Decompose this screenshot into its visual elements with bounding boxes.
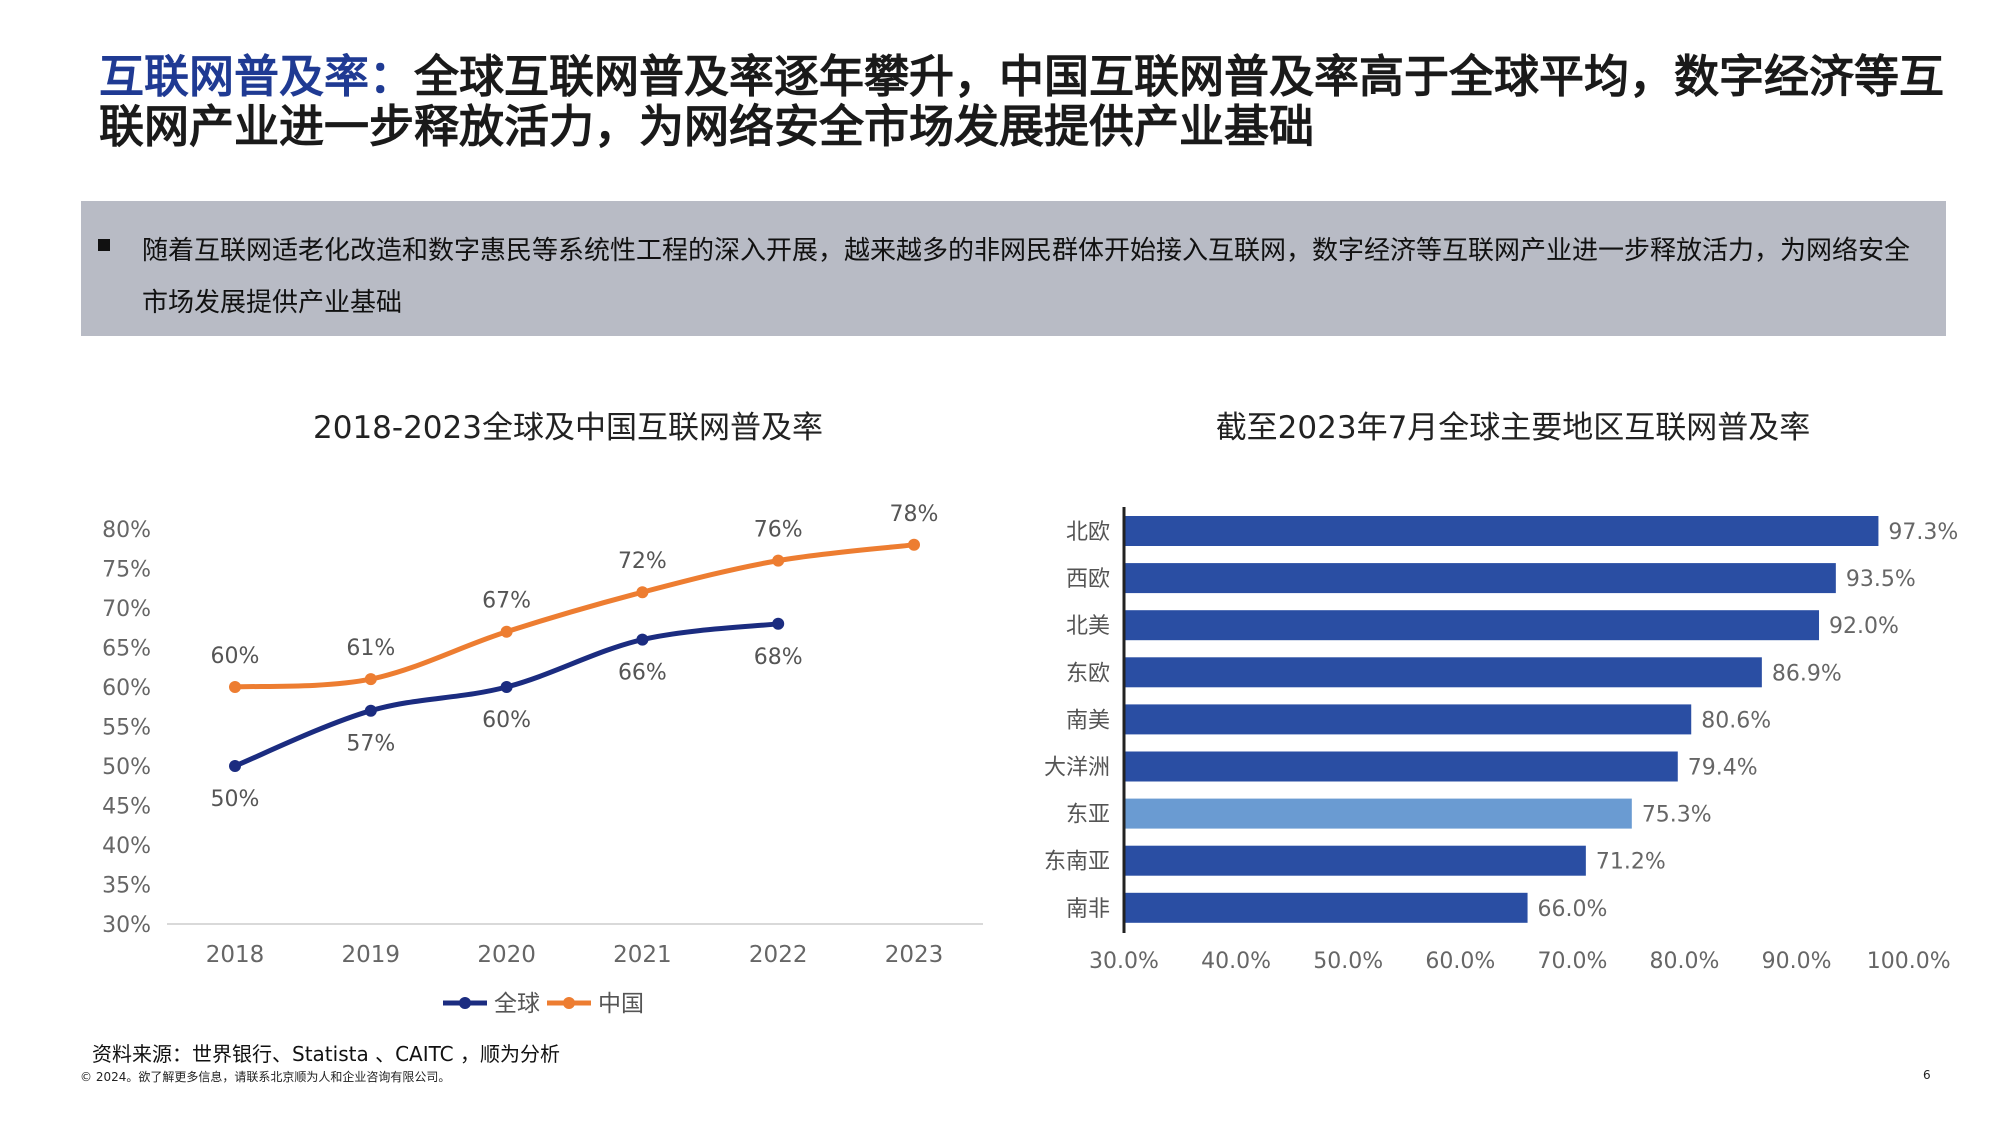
series-line-中国 bbox=[232, 542, 917, 690]
bar-value-label: 79.4% bbox=[1688, 756, 1758, 781]
x-tick-label: 2020 bbox=[477, 942, 536, 968]
category-label: 南非 bbox=[1066, 897, 1110, 922]
bar-北美 bbox=[1124, 610, 1820, 641]
y-tick-label: 55% bbox=[102, 716, 151, 741]
category-label: 东欧 bbox=[1066, 661, 1110, 686]
data-label: 76% bbox=[754, 518, 803, 543]
legend-label: 全球 bbox=[494, 991, 540, 1017]
y-tick-label: 40% bbox=[102, 834, 151, 859]
title-text: 全球互联网普及率逐年攀升，中国互联网普及率高于全球平均，数字经济等互联网产业进一… bbox=[99, 50, 1945, 153]
x-tick-label: 70.0% bbox=[1537, 949, 1607, 974]
data-point bbox=[364, 704, 377, 717]
source-note: 资料来源：世界银行、Statista 、CAITC ，顺为分析 bbox=[92, 1042, 560, 1066]
bar-东南亚 bbox=[1124, 845, 1586, 876]
y-tick-label: 80% bbox=[102, 518, 151, 543]
bar-东欧 bbox=[1124, 657, 1762, 688]
y-tick-label: 75% bbox=[102, 558, 151, 583]
data-label: 61% bbox=[346, 636, 395, 661]
bullet-icon bbox=[98, 239, 110, 251]
bar-chart-title: 截至2023年7月全球主要地区互联网普及率 bbox=[1215, 410, 1811, 446]
line-chart-title: 2018-2023全球及中国互联网普及率 bbox=[313, 410, 823, 446]
data-point bbox=[908, 538, 920, 551]
data-label: 57% bbox=[346, 732, 395, 757]
legend-label: 中国 bbox=[598, 991, 644, 1017]
x-tick-label: 30.0% bbox=[1089, 949, 1159, 974]
y-tick-label: 70% bbox=[102, 597, 151, 622]
category-label: 北欧 bbox=[1066, 520, 1110, 545]
bar-南美 bbox=[1124, 704, 1692, 735]
x-tick-label: 2021 bbox=[613, 942, 672, 968]
category-label: 西欧 bbox=[1066, 567, 1110, 592]
bar-西欧 bbox=[1124, 563, 1836, 594]
bar-value-label: 86.9% bbox=[1772, 661, 1842, 686]
bar-value-label: 80.6% bbox=[1701, 708, 1771, 733]
summary-text: 随着互联网适老化改造和数字惠民等系统性工程的深入开展，越来越多的非网民群体开始接… bbox=[142, 236, 1911, 318]
data-point bbox=[500, 625, 513, 638]
data-point bbox=[229, 681, 241, 693]
x-tick-label: 80.0% bbox=[1650, 949, 1720, 974]
data-label: 78% bbox=[890, 502, 939, 527]
x-tick-label: 2019 bbox=[342, 942, 401, 968]
data-point bbox=[772, 554, 785, 567]
bar-value-label: 71.2% bbox=[1596, 850, 1666, 875]
x-tick-label: 2018 bbox=[206, 942, 265, 968]
y-tick-label: 60% bbox=[102, 676, 151, 701]
bar-南非 bbox=[1124, 892, 1528, 923]
data-label: 60% bbox=[211, 644, 260, 669]
data-label: 60% bbox=[482, 708, 531, 733]
bar-value-label: 97.3% bbox=[1888, 520, 1958, 545]
data-point bbox=[364, 673, 377, 686]
bar-value-label: 66.0% bbox=[1538, 897, 1608, 922]
legend-marker bbox=[459, 997, 471, 1009]
x-tick-label: 100.0% bbox=[1867, 949, 1951, 974]
data-label: 50% bbox=[211, 787, 260, 812]
data-label: 66% bbox=[618, 661, 667, 686]
bar-北欧 bbox=[1124, 516, 1879, 546]
bar-东亚 bbox=[1124, 798, 1632, 829]
data-point bbox=[500, 681, 513, 693]
bar-value-label: 92.0% bbox=[1829, 614, 1899, 639]
x-tick-label: 2023 bbox=[885, 942, 944, 968]
category-label: 南美 bbox=[1066, 708, 1110, 733]
title-highlight: 互联网普及率： bbox=[99, 50, 415, 103]
copyright: © 2024。欲了解更多信息，请联系北京顺为人和企业咨询有限公司。 bbox=[80, 1070, 451, 1084]
y-tick-label: 65% bbox=[102, 637, 151, 662]
bar-value-label: 75.3% bbox=[1642, 803, 1712, 828]
page-title: 互联网普及率：全球互联网普及率逐年攀升，中国互联网普及率高于全球平均，数字经济等… bbox=[99, 52, 1959, 152]
x-tick-label: 60.0% bbox=[1425, 949, 1495, 974]
data-label: 68% bbox=[754, 645, 803, 670]
data-label: 72% bbox=[618, 549, 667, 574]
data-label: 67% bbox=[482, 589, 531, 614]
series-line-全球 bbox=[232, 621, 781, 769]
x-tick-label: 50.0% bbox=[1313, 949, 1383, 974]
x-tick-label: 90.0% bbox=[1762, 949, 1832, 974]
x-tick-label: 2022 bbox=[749, 942, 808, 968]
data-point bbox=[772, 617, 785, 630]
category-label: 东亚 bbox=[1066, 803, 1110, 828]
category-label: 北美 bbox=[1066, 614, 1110, 639]
data-point bbox=[636, 633, 649, 646]
category-label: 东南亚 bbox=[1044, 850, 1110, 875]
data-point bbox=[229, 760, 241, 772]
y-tick-label: 30% bbox=[102, 913, 151, 938]
bar-大洋洲 bbox=[1124, 751, 1678, 782]
data-point bbox=[636, 586, 649, 599]
page-number: 6 bbox=[1923, 1068, 1931, 1082]
summary-box: 随着互联网适老化改造和数字惠民等系统性工程的深入开展，越来越多的非网民群体开始接… bbox=[81, 201, 1946, 336]
legend-marker bbox=[563, 997, 575, 1009]
y-tick-label: 35% bbox=[102, 874, 151, 899]
category-label: 大洋洲 bbox=[1044, 756, 1110, 781]
x-tick-label: 40.0% bbox=[1201, 949, 1271, 974]
y-tick-label: 45% bbox=[102, 795, 151, 820]
y-tick-label: 50% bbox=[102, 755, 151, 780]
bar-value-label: 93.5% bbox=[1846, 567, 1916, 592]
